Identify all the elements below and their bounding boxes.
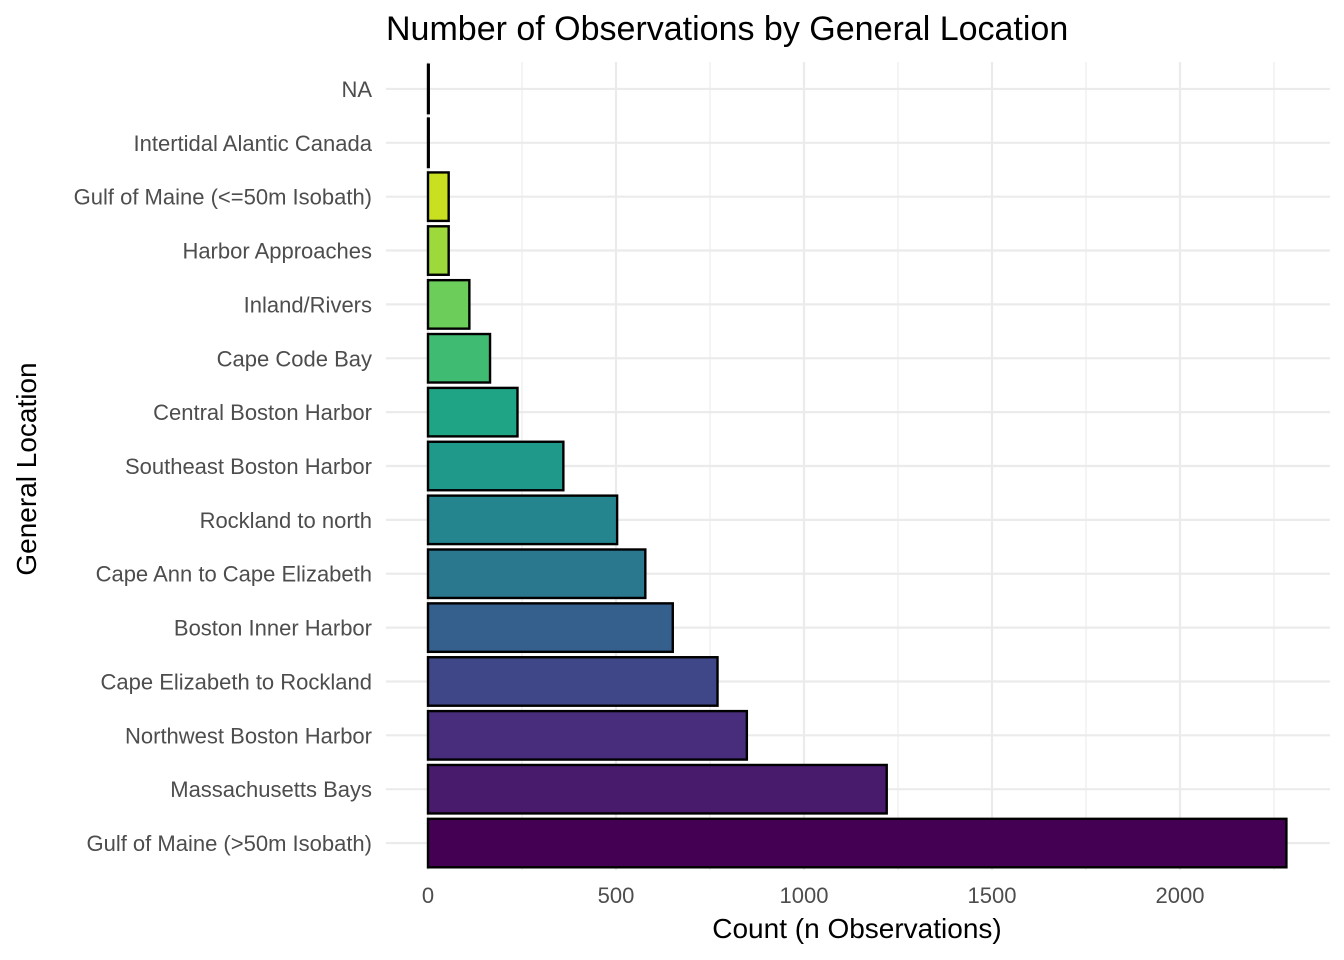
x-tick-label: 2000	[1156, 883, 1205, 908]
y-tick-label: Gulf of Maine (>50m Isobath)	[86, 831, 372, 856]
y-tick-labels: NA Intertidal Alantic Canada Gulf of Maine…	[74, 77, 373, 856]
bars	[426, 63, 1288, 869]
bar	[426, 602, 674, 654]
bar	[426, 548, 647, 600]
bar	[426, 656, 719, 707]
y-tick-label: Central Boston Harbor	[153, 400, 372, 425]
y-tick-label: Boston Inner Harbor	[174, 616, 372, 641]
y-tick-label: Harbor Approaches	[182, 239, 372, 264]
y-tick-label: NA	[341, 77, 372, 102]
x-tick-label: 1500	[968, 883, 1017, 908]
bar	[426, 225, 450, 276]
bar	[426, 440, 565, 492]
bar	[426, 763, 888, 815]
x-tick-labels: 0 500 1000 1500 2000	[422, 883, 1205, 908]
bar	[426, 117, 430, 169]
y-tick-label: Gulf of Maine (<=50m Isobath)	[74, 185, 372, 210]
chart-title: Number of Observations by General Locati…	[386, 10, 1068, 48]
y-tick-label: Southeast Boston Harbor	[125, 454, 372, 479]
x-tick-label: 500	[598, 883, 635, 908]
y-tick-label: Cape Elizabeth to Rockland	[101, 669, 373, 694]
y-tick-label: Inland/Rivers	[244, 292, 372, 317]
bar	[426, 386, 519, 438]
y-tick-label: Rockland to north	[200, 508, 372, 533]
y-tick-label: Intertidal Alantic Canada	[134, 131, 373, 156]
bar	[426, 332, 492, 384]
bar	[426, 494, 619, 546]
y-tick-label: Massachusetts Bays	[170, 777, 372, 802]
x-tick-label: 1000	[780, 883, 829, 908]
y-axis-title: General Location	[11, 362, 42, 575]
bar	[426, 63, 430, 115]
bar	[426, 817, 1288, 869]
y-tick-label: Northwest Boston Harbor	[125, 723, 372, 748]
bar	[426, 709, 749, 761]
x-axis-title: Count (n Observations)	[712, 913, 1001, 944]
bar	[426, 278, 471, 330]
bar	[426, 171, 450, 223]
y-tick-label: Cape Ann to Cape Elizabeth	[96, 562, 372, 587]
y-tick-label: Cape Code Bay	[217, 346, 372, 371]
x-tick-label: 0	[422, 883, 434, 908]
